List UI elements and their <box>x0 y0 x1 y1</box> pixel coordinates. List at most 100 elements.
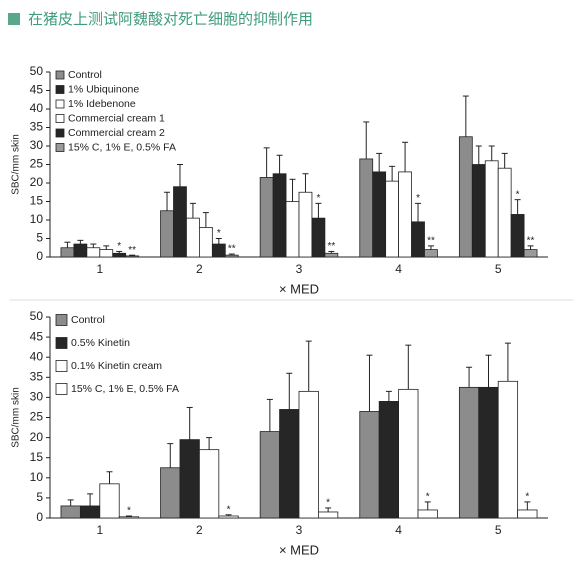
significance-mark: * <box>426 492 430 503</box>
bar <box>298 390 319 519</box>
significance-mark: * <box>326 498 330 509</box>
x-axis-label: × MED <box>279 542 319 557</box>
bar <box>372 171 387 258</box>
legend-label: Commercial cream 1 <box>68 112 165 124</box>
legend-label: Control <box>71 314 105 326</box>
legend-label: 0.5% Kinetin <box>71 337 130 349</box>
y-tick-label: 35 <box>30 120 44 134</box>
significance-mark: * <box>316 193 320 204</box>
bar <box>60 247 75 258</box>
bar <box>186 217 200 258</box>
bar <box>86 247 101 258</box>
y-tick-label: 15 <box>30 450 44 464</box>
bar <box>112 252 127 258</box>
x-tick-label: 1 <box>96 523 103 537</box>
bar <box>417 509 438 519</box>
y-tick-label: 35 <box>30 369 44 383</box>
significance-mark: * <box>516 189 520 200</box>
y-tick-label: 25 <box>30 157 44 171</box>
y-tick-label: 15 <box>30 194 44 208</box>
bar <box>160 467 181 519</box>
legend-label: 15% C, 1% E, 0.5% FA <box>71 383 179 395</box>
bar <box>478 386 499 519</box>
bar <box>324 252 339 258</box>
significance-mark: ** <box>228 244 236 255</box>
bar <box>224 254 239 258</box>
x-tick-label: 2 <box>196 523 203 537</box>
bar <box>298 191 313 258</box>
bar <box>218 515 239 519</box>
y-tick-label: 20 <box>30 175 44 189</box>
legend-swatch <box>55 70 65 80</box>
significance-mark: ** <box>128 245 136 256</box>
bar <box>411 221 425 258</box>
bar <box>497 380 519 519</box>
significance-mark: * <box>525 492 529 503</box>
y-axis-label: SBC/mm skin <box>11 134 22 195</box>
x-tick-label: 2 <box>196 262 203 276</box>
bar <box>211 243 226 258</box>
bar <box>259 431 280 519</box>
bar <box>359 158 374 258</box>
bar <box>279 409 300 519</box>
significance-mark: ** <box>327 241 335 252</box>
bar <box>424 249 438 258</box>
bar <box>484 160 499 258</box>
y-tick-label: 45 <box>30 329 44 343</box>
significance-mark: * <box>127 506 131 517</box>
bar <box>60 505 81 519</box>
legend-label: 15% C, 1% E, 0.5% FA <box>68 141 176 153</box>
bar <box>99 483 120 519</box>
y-tick-label: 30 <box>30 138 44 152</box>
legend-label: Commercial cream 2 <box>68 127 165 139</box>
y-tick-label: 0 <box>36 249 43 263</box>
legend-swatch <box>55 337 68 349</box>
legend-label: Control <box>68 69 102 81</box>
bar <box>458 136 473 258</box>
x-tick-label: 3 <box>296 262 303 276</box>
y-tick-label: 5 <box>36 490 43 504</box>
significance-mark: * <box>416 193 420 204</box>
y-tick-label: 50 <box>30 309 44 323</box>
y-tick-label: 50 <box>30 64 44 78</box>
bar <box>285 201 300 258</box>
legend-swatch <box>55 383 68 395</box>
y-tick-label: 45 <box>30 83 44 97</box>
bar <box>398 388 419 519</box>
page-title: 在猪皮上测试阿魏酸对死亡细胞的抑制作用 <box>28 11 313 28</box>
y-tick-label: 10 <box>30 470 44 484</box>
significance-mark: ** <box>427 236 435 247</box>
bar <box>311 217 326 258</box>
bar <box>118 516 140 519</box>
bar <box>259 177 274 258</box>
x-tick-label: 4 <box>395 262 402 276</box>
y-tick-label: 10 <box>30 212 44 226</box>
x-tick-label: 4 <box>395 523 402 537</box>
legend-label: 1% Ubiquinone <box>68 83 139 95</box>
bar <box>517 509 538 519</box>
bar <box>179 439 200 519</box>
bar <box>125 255 140 258</box>
legend-swatch <box>55 114 65 123</box>
y-tick-label: 0 <box>36 510 43 524</box>
y-tick-label: 25 <box>30 410 44 424</box>
legend-swatch <box>55 85 65 94</box>
bar <box>510 214 525 258</box>
significance-mark: * <box>227 504 231 515</box>
y-axis-label: SBC/mm skin <box>11 387 22 448</box>
bar <box>198 449 220 519</box>
bar <box>99 249 114 258</box>
x-tick-label: 3 <box>296 523 303 537</box>
y-tick-label: 40 <box>30 101 44 115</box>
bar <box>471 164 486 258</box>
legend-swatch <box>55 143 65 152</box>
legend-swatch <box>55 99 65 109</box>
y-tick-label: 40 <box>30 349 44 363</box>
x-tick-label: 5 <box>495 262 502 276</box>
legend-swatch <box>55 314 68 326</box>
bar <box>378 401 400 519</box>
x-tick-label: 1 <box>96 262 103 276</box>
bar <box>73 243 88 258</box>
